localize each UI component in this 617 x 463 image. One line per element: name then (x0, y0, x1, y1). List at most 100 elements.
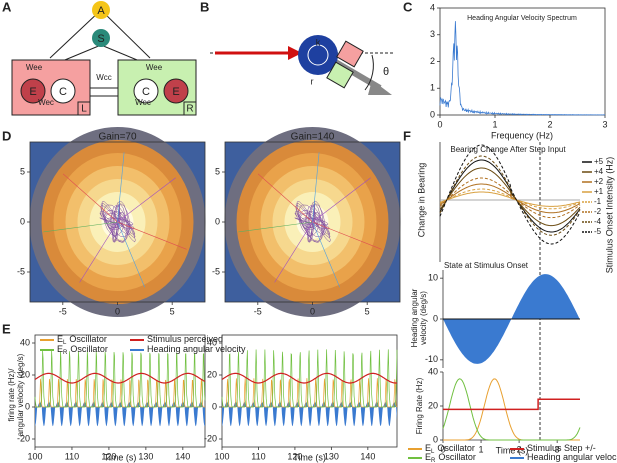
x-tick-label: 120 (101, 451, 116, 461)
legend-label: +1 (594, 187, 604, 196)
y-tick-label: -5 (17, 266, 25, 276)
legend-label: -2 (594, 207, 602, 216)
er-oscillator (34, 350, 206, 408)
legend-label: ER Oscillator (57, 344, 108, 355)
bearing-curve (439, 177, 581, 219)
label: Gain=70 (98, 132, 137, 143)
x-tick-label: 120 (287, 451, 302, 461)
y-tick-label: 40 (428, 366, 438, 376)
y-axis-label: Heading angular (410, 288, 419, 347)
y-tick-label: 0 (20, 216, 25, 226)
ray (312, 221, 340, 288)
y-tick-label: 0 (25, 401, 30, 411)
bearing-curve (439, 183, 581, 214)
label: E (29, 86, 36, 98)
legend-label: +5 (594, 157, 604, 166)
x-tick-label: 110 (251, 451, 265, 461)
legend-text: Oscillator (70, 344, 108, 354)
bearing-curve (439, 191, 581, 207)
y-axis-label: angular velocity (deg/s) (16, 353, 25, 436)
ray (117, 152, 125, 223)
ray (238, 221, 313, 233)
ray (312, 221, 382, 250)
label: Time (s) (104, 452, 137, 462)
legend-label: Heading angular velocity (147, 344, 246, 354)
fly-diagram (210, 35, 395, 95)
ray (117, 177, 176, 223)
x-tick-label: 130 (138, 451, 153, 461)
y-tick-label: 4 (430, 2, 435, 12)
y-tick-label: 20 (20, 369, 30, 379)
legend-label: ER Oscillator (425, 452, 476, 463)
label: A (2, 0, 12, 14)
bearing-curve (439, 167, 581, 227)
label: C (142, 86, 150, 98)
y-tick-label: 2 (430, 56, 435, 66)
x-tick-label: 3 (602, 119, 607, 129)
y-axis-label: Change in Bearing (416, 163, 426, 238)
legend-symbol: E (425, 443, 431, 453)
x-tick-label: 2 (547, 119, 552, 129)
label: Bearing Change After Step Input (450, 145, 566, 154)
bearing-curve (439, 188, 581, 210)
legend-sub: L (63, 340, 67, 346)
x-tick-label: 110 (65, 451, 79, 461)
legend-label: -1 (594, 197, 602, 206)
ray (117, 221, 145, 288)
y-tick-label: 0 (433, 313, 438, 323)
circuit-diagram (11, 1, 197, 116)
label: Time (s) (496, 445, 529, 455)
plot-frame (34, 334, 206, 448)
y-tick-label: 0 (433, 434, 438, 444)
x-tick-label: 140 (360, 451, 375, 461)
label: k (316, 37, 321, 47)
label: D (2, 128, 11, 143)
y-tick-label: -10 (425, 354, 438, 364)
er-oscillator (442, 378, 581, 441)
label: Frequency (Hz) (491, 130, 553, 140)
x-tick-label: -5 (254, 306, 262, 316)
legend-text: Stimulus perceived (147, 334, 223, 344)
y-tick-label: 20 (428, 400, 438, 410)
legend-sub: R (431, 458, 436, 463)
y-tick-label: 1 (430, 83, 435, 93)
label: S (97, 33, 104, 45)
label: State at Stimulus Onset (444, 261, 529, 270)
x-tick-label: -5 (59, 306, 67, 316)
label: r (311, 76, 314, 86)
legend-symbol: E (425, 452, 431, 462)
legend-text: Oscillator (437, 443, 475, 453)
y-axis-label: velocity (deg/s) (419, 291, 428, 345)
y-tick-label: -5 (212, 266, 220, 276)
x-tick-label: 0 (310, 306, 315, 316)
y-tick-label: 20 (207, 369, 217, 379)
y-axis-label: firing rate (Hz)/ (7, 368, 16, 422)
label: Wec (38, 98, 54, 107)
legend-label: Stimulus perceived (147, 334, 223, 344)
y-tick-label: 40 (207, 337, 217, 347)
stimulus-perceived (34, 372, 206, 384)
x-tick-label: 5 (170, 306, 175, 316)
legend-text: Stimulus Step +/- (527, 443, 596, 453)
x-tick-label: 1 (492, 119, 497, 129)
label: Wee (146, 63, 163, 72)
legend-label: Stimulus Step +/- (527, 443, 596, 453)
x-tick-label: 140 (175, 451, 190, 461)
y-tick-label: 0 (215, 216, 220, 226)
x-tick-label: 0 (115, 306, 120, 316)
label: R (186, 104, 193, 115)
spectrum-curve (439, 21, 606, 116)
label: L (81, 104, 87, 115)
y-tick-label: 5 (20, 166, 25, 176)
ray (117, 221, 187, 250)
y-tick-label: 5 (215, 166, 220, 176)
legend-label: -4 (594, 217, 602, 226)
ray (43, 221, 118, 233)
legend-label: Heading angular velocity (527, 452, 617, 462)
ray (79, 221, 118, 283)
y-tick-label: -20 (204, 433, 217, 443)
label: Heading Angular Velocity Spectrum (467, 15, 577, 22)
stimulus-perceived (221, 372, 398, 384)
legend-text: Oscillator (69, 334, 107, 344)
